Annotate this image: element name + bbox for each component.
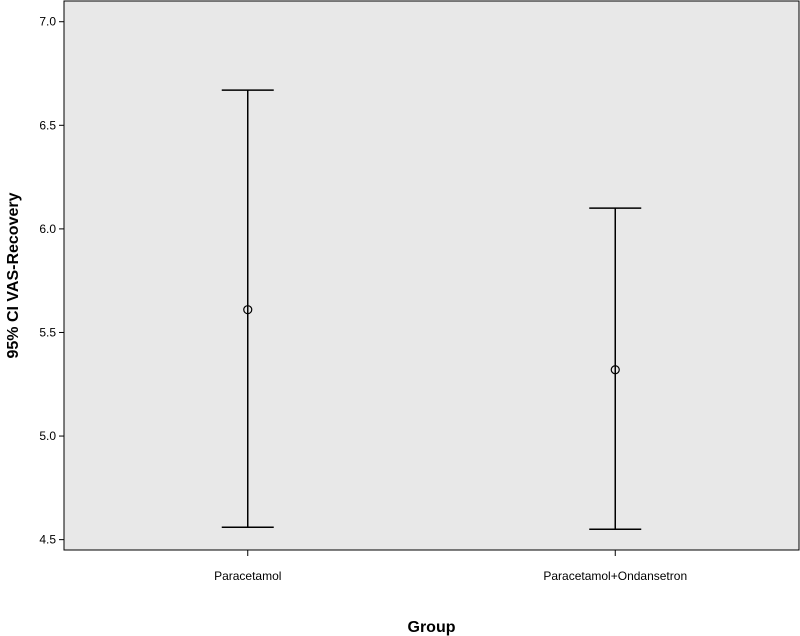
y-tick-label: 6.0 — [39, 222, 56, 236]
y-tick-label: 5.0 — [39, 429, 56, 443]
y-tick-label: 6.5 — [39, 118, 56, 132]
y-axis-title: 95% CI VAS-Recovery — [5, 192, 22, 358]
error-bar-group — [589, 207, 642, 531]
y-tick-label: 5.5 — [39, 325, 56, 339]
mean-marker — [610, 365, 620, 375]
y-tick-label: 4.5 — [39, 533, 56, 547]
x-axis: Paracetamol Paracetamol+Ondansetron — [214, 550, 687, 583]
x-tick-label: Paracetamol+Ondansetron — [543, 569, 687, 583]
y-axis: 4.5 5.0 5.5 6.0 6.5 7.0 — [39, 15, 64, 547]
error-bar-group — [221, 89, 274, 528]
plot-area — [63, 0, 800, 551]
y-tick-label: 7.0 — [39, 15, 56, 29]
mean-marker — [243, 305, 253, 315]
x-tick-label: Paracetamol — [214, 569, 281, 583]
error-bars — [221, 89, 642, 531]
x-axis-title: Group — [408, 619, 456, 636]
